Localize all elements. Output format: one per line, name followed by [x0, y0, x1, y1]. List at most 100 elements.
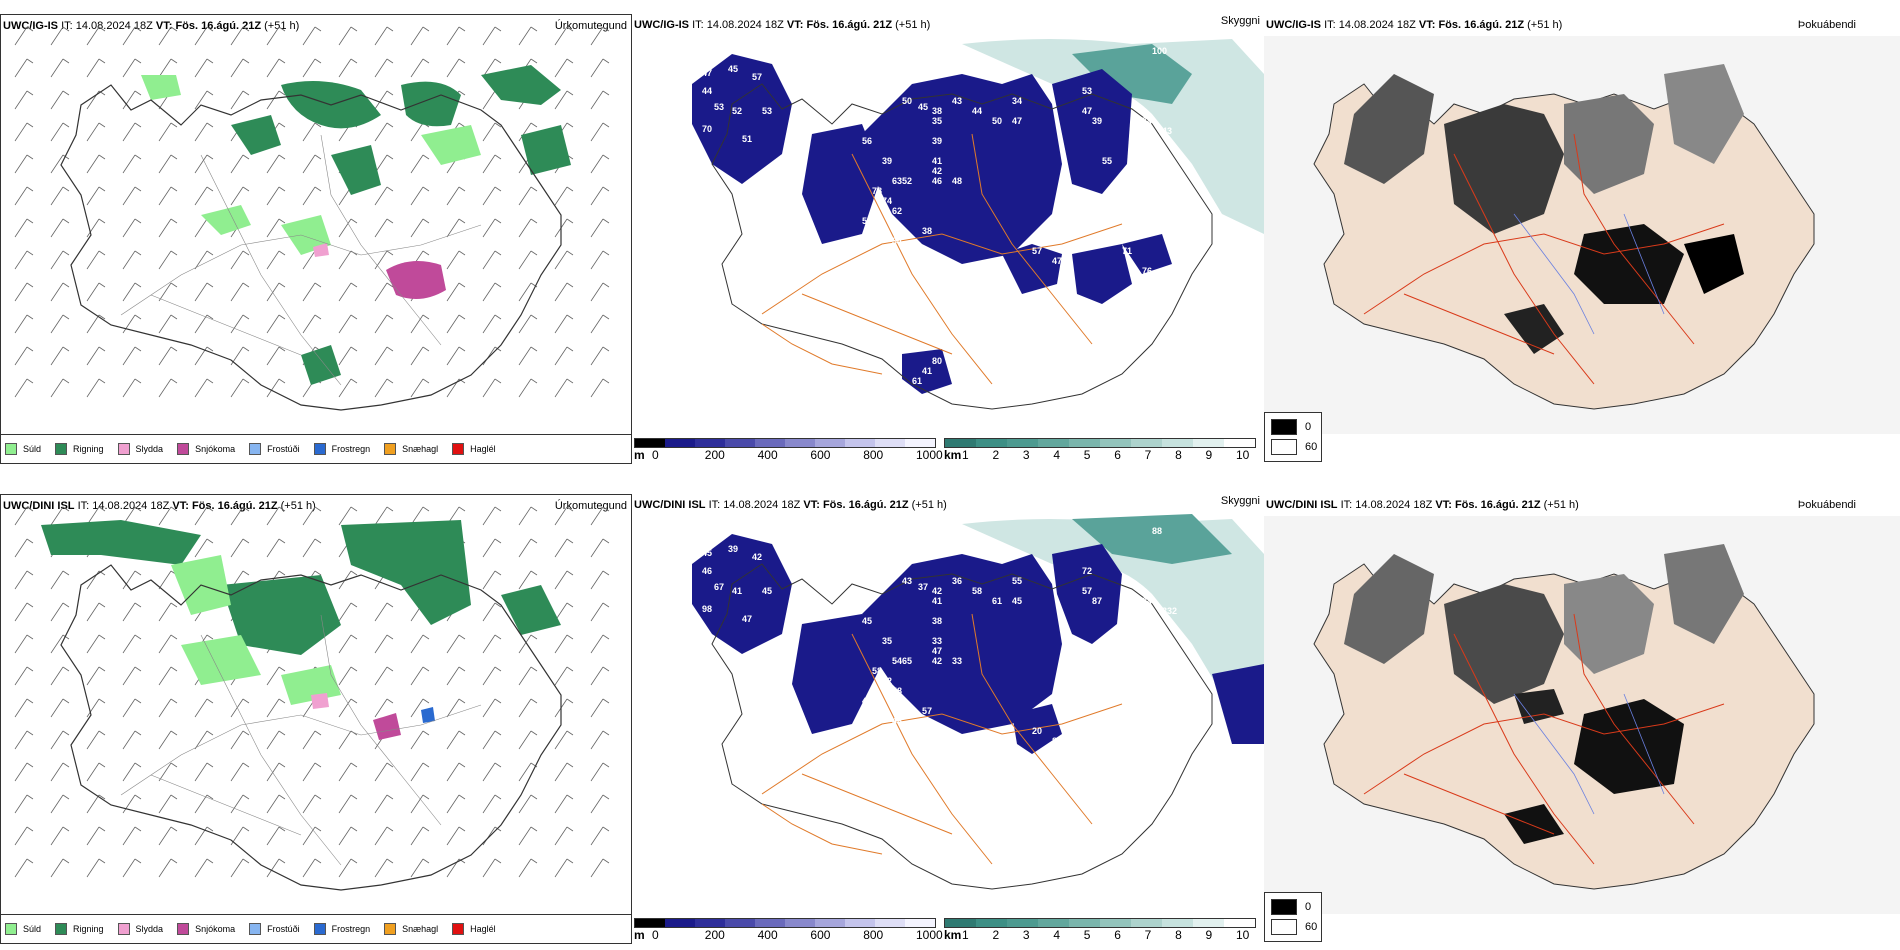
- vt-label: VT:: [155, 20, 173, 32]
- lead-time: (+51 h): [895, 19, 931, 31]
- wind-barb: [446, 666, 466, 686]
- wind-barb: [302, 794, 322, 814]
- model-name: UWC/DINI ISL: [1266, 499, 1338, 511]
- wind-barb: [194, 314, 214, 334]
- fog-panel-row1: UWC/IG-IS IT: 14.08.2024 18Z VT: Fös. 16…: [1264, 14, 1900, 464]
- cloud-base-label: 47: [1052, 256, 1062, 266]
- wind-barb: [590, 378, 610, 398]
- cloud-base-label: 42: [752, 552, 762, 562]
- cloud-base-label: 33: [932, 636, 942, 646]
- wind-barb: [410, 314, 430, 334]
- wind-barb: [518, 506, 538, 526]
- iceland-coastline: [60, 564, 562, 891]
- wind-barb: [374, 602, 394, 622]
- colorbar-tick: 400: [757, 448, 778, 462]
- wind-barb: [518, 858, 538, 878]
- wind-barb: [158, 634, 178, 654]
- wind-barb: [590, 570, 610, 590]
- wind-barb: [50, 602, 70, 622]
- wind-barb: [410, 826, 430, 846]
- wind-barb: [554, 698, 574, 718]
- wind-barb: [230, 538, 250, 558]
- wind-barb: [122, 570, 142, 590]
- panel-title: Skyggni: [1220, 495, 1260, 507]
- wind-barb: [482, 378, 502, 398]
- wind-barb: [338, 58, 358, 78]
- wind-barb: [86, 58, 106, 78]
- wind-barb: [14, 794, 34, 814]
- roads: [761, 613, 1123, 865]
- wind-barb: [482, 698, 502, 718]
- wind-barb: [554, 186, 574, 206]
- wind-barb: [50, 698, 70, 718]
- wind-barb: [14, 346, 34, 366]
- wind-barb: [590, 794, 610, 814]
- wind-barb: [482, 58, 502, 78]
- wind-barb: [230, 762, 250, 782]
- wind-barb: [50, 314, 70, 334]
- wind-barb: [50, 154, 70, 174]
- init-time: 14.08.2024 18Z: [723, 499, 801, 511]
- wind-barb: [122, 218, 142, 238]
- colorbar-tick: 6: [1114, 448, 1121, 462]
- fog-legend-label: 0: [1305, 901, 1312, 913]
- legend-item: Haglél: [452, 923, 496, 935]
- wind-barb: [14, 602, 34, 622]
- cloud-base-label: 44: [972, 106, 982, 116]
- wind-barb: [50, 826, 70, 846]
- colorbar-tick: 5: [1083, 448, 1091, 462]
- wind-barb: [482, 826, 502, 846]
- wind-barb: [446, 346, 466, 366]
- wind-barb: [482, 218, 502, 238]
- wind-barb: [158, 282, 178, 302]
- colorbar-tick: 200: [704, 928, 725, 942]
- colorbar-tick: 600: [810, 448, 831, 462]
- precip-map: [14, 506, 610, 891]
- cloud-base-label: 88: [1152, 526, 1162, 536]
- height-colorbar: m 0 200 400 600 800 1000: [634, 438, 943, 462]
- wind-barb: [14, 314, 34, 334]
- wind-barb: [338, 346, 358, 366]
- wind-barb: [518, 698, 538, 718]
- visibility-panel-row1: UWC/IG-IS IT: 14.08.2024 18Z VT: Fös. 16…: [632, 14, 1264, 464]
- legend-swatch: [313, 443, 326, 455]
- init-time: 14.08.2024 18Z: [1338, 19, 1416, 31]
- cloud-base-label: 53: [762, 106, 772, 116]
- cloud-base-label: 48: [952, 176, 962, 186]
- wind-barb: [338, 218, 358, 238]
- wind-barb: [302, 122, 322, 142]
- cloud-base-label: 39: [882, 156, 892, 166]
- legend-label: Haglél: [470, 924, 496, 934]
- wind-barb: [122, 698, 142, 718]
- visibility-colorbar: km 1 2 3 4 5 6 7 8 9 10: [944, 438, 1256, 462]
- wind-barb: [374, 282, 394, 302]
- wind-barb: [338, 826, 358, 846]
- cloud-base-label: 57: [1032, 246, 1042, 256]
- wind-barb: [122, 826, 142, 846]
- precip-type-panel-row1: UWC/IG-IS IT: 14.08.2024 18Z VT: Fös. 16…: [0, 14, 632, 464]
- vt-label: VT:: [803, 499, 820, 511]
- wind-barb: [554, 762, 574, 782]
- wind-barb: [14, 282, 34, 302]
- cloud-base-label: 38: [922, 226, 932, 236]
- wind-barb: [50, 346, 70, 366]
- wind-barb: [158, 314, 178, 334]
- cloud-base-label: 39: [728, 544, 738, 554]
- wind-barb: [374, 826, 394, 846]
- wind-barb: [14, 858, 34, 878]
- cloud-base-label: 20: [1032, 726, 1042, 736]
- wind-barb: [590, 762, 610, 782]
- wind-barb: [482, 858, 502, 878]
- wind-barb: [86, 570, 106, 590]
- wind-barb: [482, 122, 502, 142]
- legend-swatch: [384, 923, 397, 935]
- cloud-base-label: 84: [1142, 596, 1152, 606]
- wind-barb: [14, 506, 34, 526]
- it-label: IT:: [708, 499, 721, 511]
- colorbar-tick: 1000: [916, 928, 943, 942]
- fog-legend-label: 60: [1305, 441, 1318, 453]
- panel-title: Þokuábendi: [1797, 499, 1856, 511]
- cloud-base-label: 98: [702, 604, 712, 614]
